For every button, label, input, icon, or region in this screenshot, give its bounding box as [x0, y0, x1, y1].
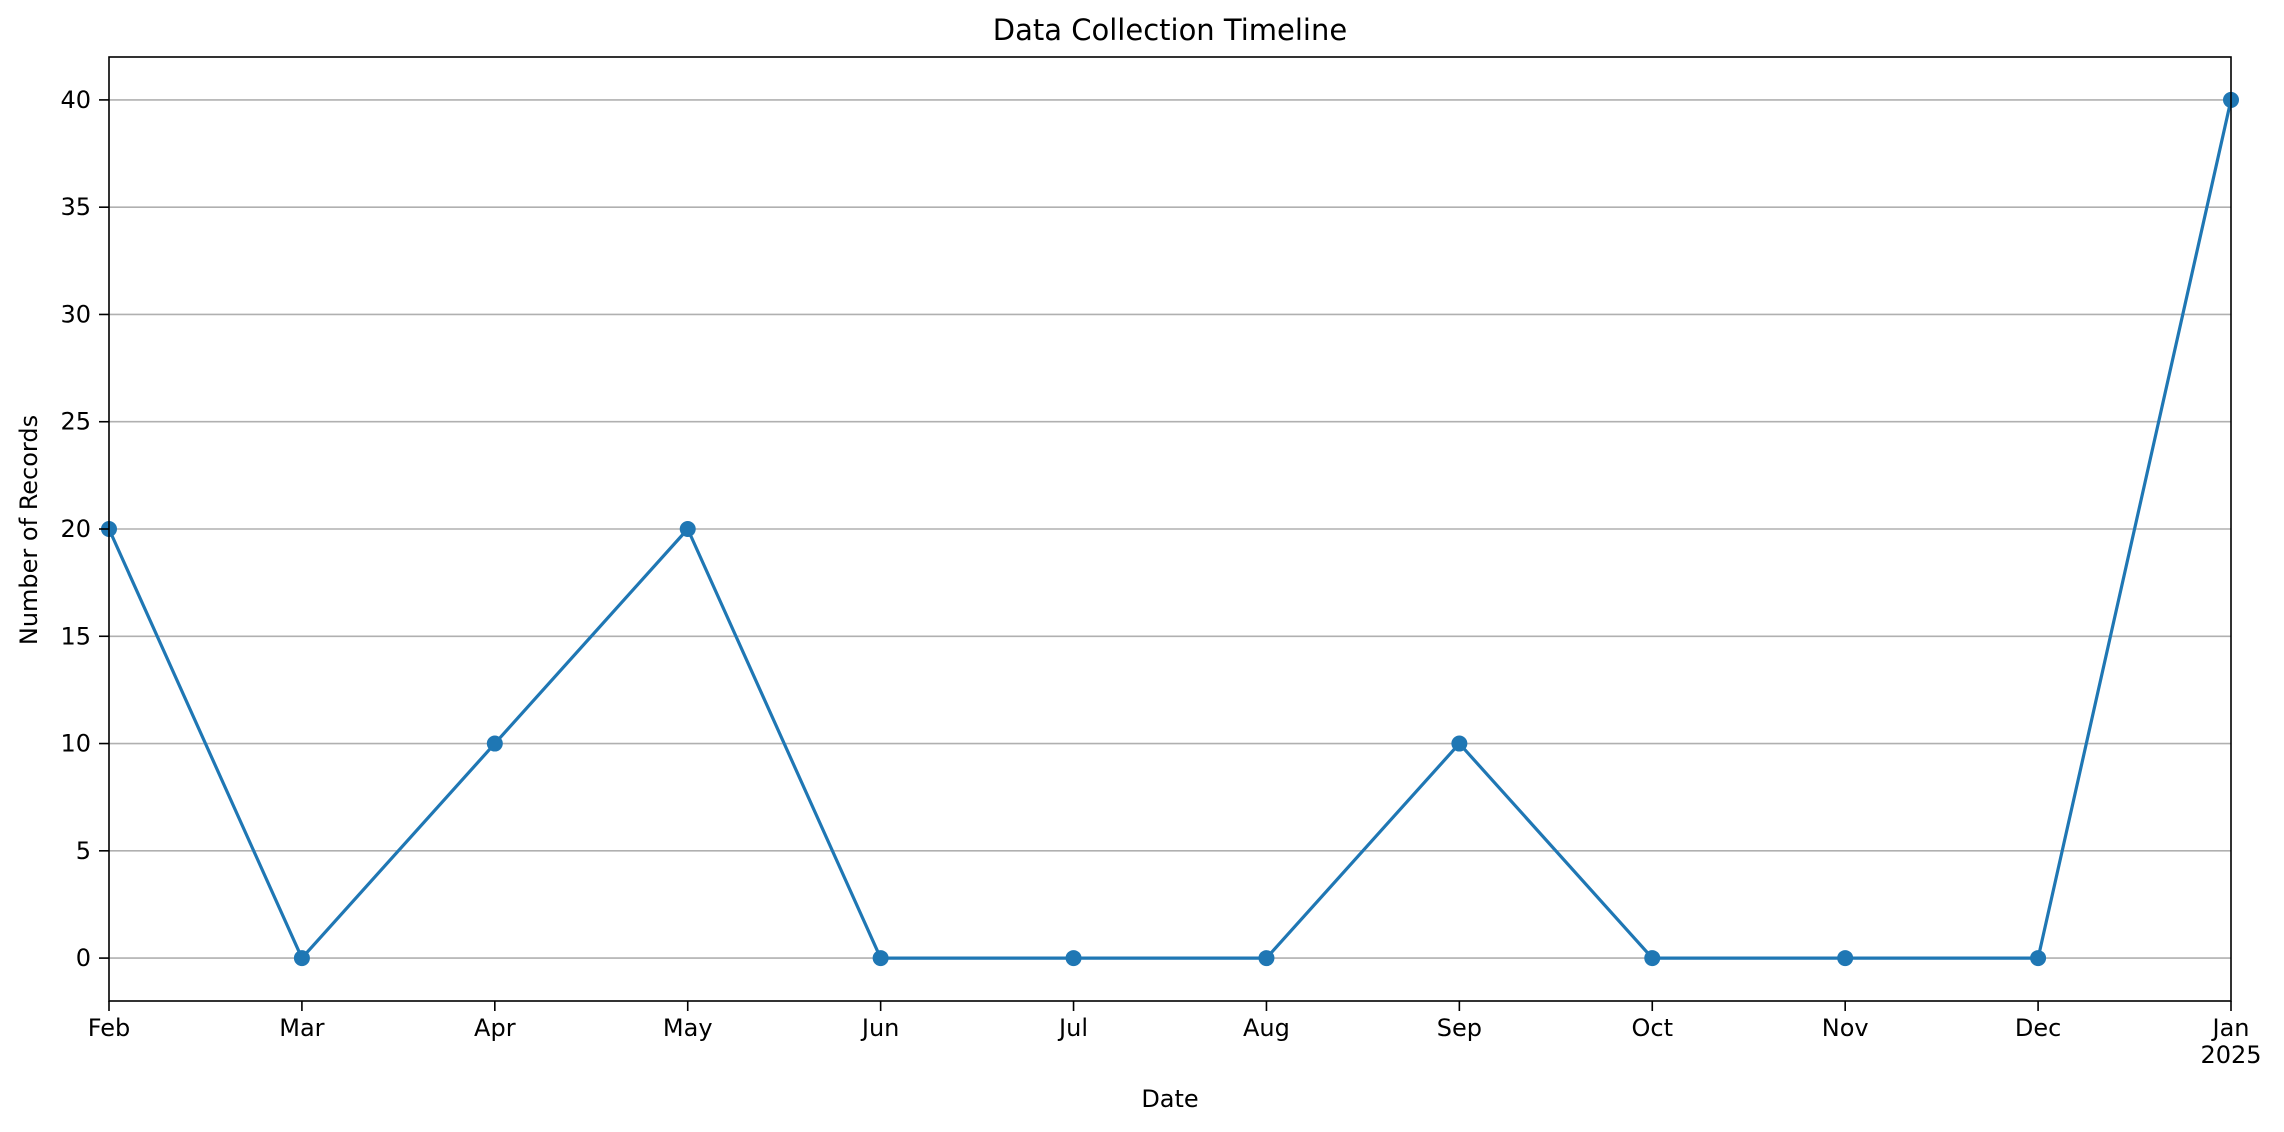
x-tick-label: Sep: [1437, 1014, 1482, 1042]
x-tick-label: Jul: [1057, 1014, 1088, 1042]
x-tick-label: Feb: [88, 1014, 131, 1042]
gridlines: [109, 99, 2231, 959]
x-axis-label: Date: [1141, 1085, 1198, 1113]
data-series: [101, 91, 2239, 967]
data-point: [872, 950, 889, 967]
y-tick-label: 40: [60, 86, 91, 114]
y-tick-label: 35: [60, 193, 91, 221]
x-tick-label: Mar: [279, 1014, 324, 1042]
y-tick-label: 0: [76, 944, 91, 972]
x-tick-label: Aug: [1243, 1014, 1290, 1042]
x-tick-label: Nov: [1822, 1014, 1869, 1042]
x-tick-label: Apr: [474, 1014, 516, 1042]
x-tick-label: Jan: [2211, 1014, 2250, 1042]
data-point: [1644, 950, 1661, 967]
data-point: [1258, 950, 1275, 967]
y-tick-label: 30: [60, 300, 91, 328]
chart-title: Data Collection Timeline: [993, 13, 1347, 47]
series-line: [107, 99, 2233, 960]
y-axis: 0 5 10 15 20 25 30 35 40: [60, 86, 109, 972]
data-point: [1837, 950, 1854, 967]
y-tick-label: 25: [60, 408, 91, 436]
x-tick-label: Dec: [2015, 1014, 2061, 1042]
x-tick-label: Jun: [860, 1014, 900, 1042]
data-point: [293, 950, 310, 967]
x-tick-label: Oct: [1632, 1014, 1674, 1042]
data-point: [1451, 735, 1468, 752]
data-point: [1065, 950, 1082, 967]
y-axis-label: Number of Records: [15, 415, 43, 645]
x-year-label: 2025: [2200, 1041, 2261, 1069]
y-tick-label: 15: [60, 622, 91, 650]
data-point: [2030, 950, 2047, 967]
y-tick-label: 20: [60, 515, 91, 543]
data-point: [486, 735, 503, 752]
y-tick-label: 10: [60, 730, 91, 758]
x-tick-label: May: [663, 1014, 713, 1042]
data-point: [679, 521, 696, 537]
y-tick-label: 5: [76, 837, 91, 865]
